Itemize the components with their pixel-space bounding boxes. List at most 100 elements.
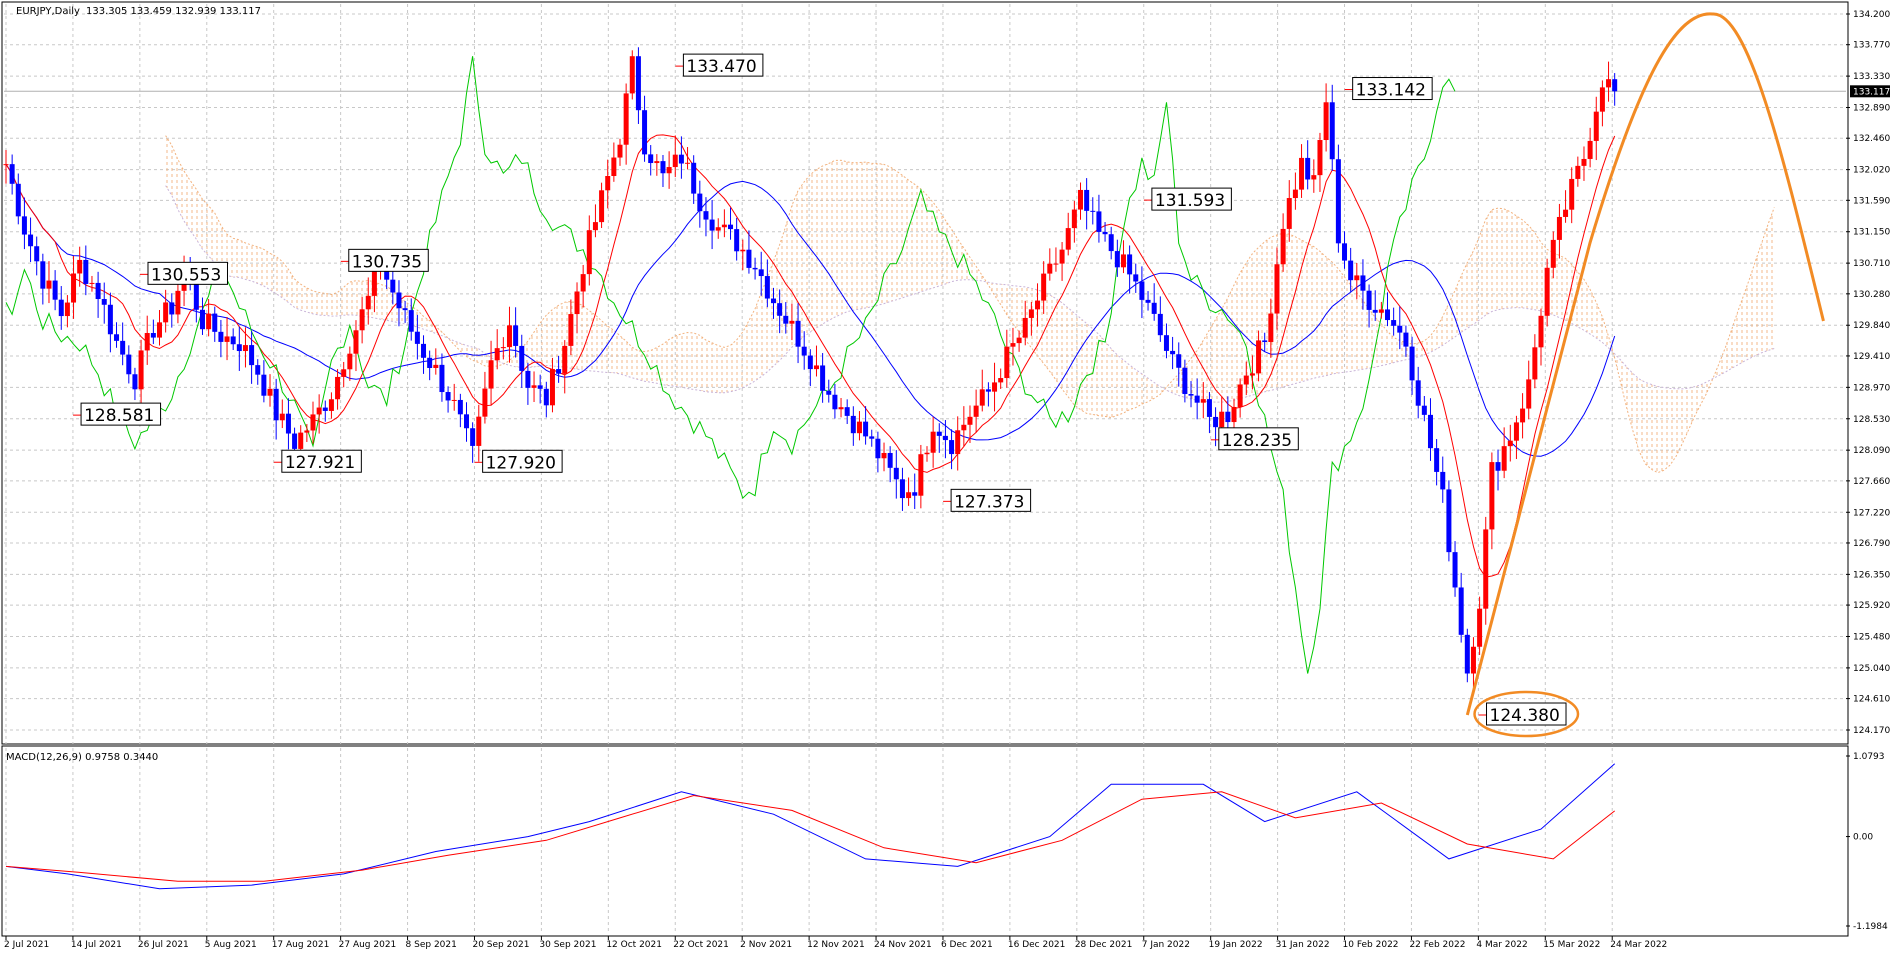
candle-body bbox=[273, 388, 279, 421]
candle-body bbox=[586, 230, 592, 275]
candle-body bbox=[341, 369, 347, 377]
candle-body bbox=[1569, 178, 1575, 210]
date-tick-label: 22 Feb 2022 bbox=[1409, 940, 1465, 950]
candle-body bbox=[1213, 416, 1219, 428]
candle-body bbox=[150, 333, 156, 338]
candle-body bbox=[556, 369, 562, 374]
candles bbox=[3, 47, 1618, 693]
candle-body bbox=[856, 421, 862, 434]
candle-body bbox=[1317, 140, 1323, 176]
candle-body bbox=[1231, 406, 1237, 423]
date-tick-label: 20 Sep 2021 bbox=[472, 940, 529, 950]
level-circle bbox=[1473, 690, 1580, 738]
candle-body bbox=[1114, 251, 1120, 268]
level-marker: 127.920 bbox=[474, 449, 563, 473]
candle-body bbox=[58, 299, 64, 317]
candle-body bbox=[1286, 198, 1292, 229]
candle-body bbox=[605, 176, 611, 191]
date-tick-label: 14 Jul 2021 bbox=[71, 940, 122, 950]
candle-body bbox=[574, 291, 580, 315]
candle-body bbox=[506, 325, 512, 348]
candle-body bbox=[1323, 102, 1329, 141]
candle-body bbox=[1606, 79, 1612, 88]
candle-body bbox=[1556, 216, 1562, 240]
candle-body bbox=[157, 322, 162, 338]
candle-body bbox=[1415, 380, 1421, 406]
candle-body bbox=[1022, 317, 1028, 338]
date-tick-label: 24 Mar 2022 bbox=[1610, 940, 1667, 950]
date-tick-label: 24 Nov 2021 bbox=[874, 940, 932, 950]
price-tick-label: 132.020 bbox=[1853, 166, 1890, 176]
candle-body bbox=[40, 261, 46, 289]
date-tick-label: 16 Dec 2021 bbox=[1008, 940, 1066, 950]
candle-body bbox=[967, 416, 973, 425]
candle-body bbox=[267, 388, 273, 396]
price-tick-label: 132.460 bbox=[1853, 134, 1890, 144]
level-marker: 124.380 bbox=[1473, 690, 1580, 738]
candle-body bbox=[642, 110, 648, 155]
candle-body bbox=[832, 394, 838, 410]
candle-body bbox=[580, 274, 586, 292]
candle-body bbox=[1470, 646, 1476, 674]
candle-body bbox=[1200, 399, 1206, 403]
level-marker: 127.921 bbox=[273, 449, 362, 473]
candle-body bbox=[1532, 347, 1538, 380]
candle-body bbox=[9, 164, 15, 184]
candle-body bbox=[52, 280, 58, 300]
candle-body bbox=[1575, 165, 1581, 179]
candle-body bbox=[101, 299, 107, 305]
candle-body bbox=[390, 279, 396, 293]
price-tick-label: 128.970 bbox=[1853, 383, 1890, 393]
candle-body bbox=[1139, 281, 1145, 300]
candle-body bbox=[298, 432, 304, 449]
candle-body bbox=[316, 407, 322, 415]
candle-body bbox=[1280, 228, 1286, 265]
date-tick-label: 30 Sep 2021 bbox=[539, 940, 596, 950]
candle-body bbox=[992, 382, 998, 392]
candle-body bbox=[801, 346, 807, 356]
candle-body bbox=[500, 347, 506, 349]
date-tick-label: 8 Sep 2021 bbox=[406, 940, 457, 950]
candle-body bbox=[230, 336, 236, 345]
candle-body bbox=[838, 407, 844, 410]
candle-body bbox=[728, 224, 734, 230]
candle-body bbox=[1520, 408, 1526, 423]
candle-body bbox=[1145, 299, 1151, 303]
candle-body bbox=[850, 415, 856, 434]
candle-body bbox=[310, 414, 316, 431]
macd-tick-label: 1.0793 bbox=[1853, 752, 1885, 762]
candle-body bbox=[1157, 313, 1163, 336]
candle-body bbox=[488, 360, 494, 389]
candle-body bbox=[1538, 315, 1544, 348]
price-tick-label: 133.330 bbox=[1853, 72, 1890, 82]
candle-body bbox=[175, 290, 181, 315]
candle-body bbox=[746, 249, 752, 268]
candle-body bbox=[292, 433, 298, 449]
candle-body bbox=[789, 320, 795, 324]
price-tick-label: 134.200 bbox=[1853, 10, 1890, 20]
candle-body bbox=[1237, 384, 1243, 407]
level-label: 127.921 bbox=[285, 453, 355, 473]
candle-body bbox=[212, 313, 218, 332]
current-price-box bbox=[1850, 85, 1890, 98]
candle-body bbox=[807, 355, 813, 370]
candle-body bbox=[531, 385, 537, 388]
date-tick-label: 27 Aug 2021 bbox=[339, 940, 397, 950]
candle-body bbox=[599, 190, 605, 223]
candle-body bbox=[887, 452, 893, 468]
level-label: 130.735 bbox=[352, 252, 422, 272]
candle-body bbox=[21, 216, 27, 235]
macd-tick-label: -1.1984 bbox=[1853, 922, 1888, 932]
candle-body bbox=[979, 389, 985, 406]
candle-body bbox=[224, 336, 230, 342]
date-tick-label: 6 Dec 2021 bbox=[941, 940, 993, 950]
candle-body bbox=[813, 365, 819, 370]
candle-body bbox=[826, 390, 832, 395]
level-label: 128.235 bbox=[1222, 431, 1292, 451]
candle-body bbox=[1004, 346, 1010, 379]
candle-body bbox=[1311, 175, 1317, 180]
level-label: 131.593 bbox=[1155, 191, 1225, 211]
candle-body bbox=[218, 331, 224, 342]
date-tick-label: 10 Feb 2022 bbox=[1343, 940, 1399, 950]
